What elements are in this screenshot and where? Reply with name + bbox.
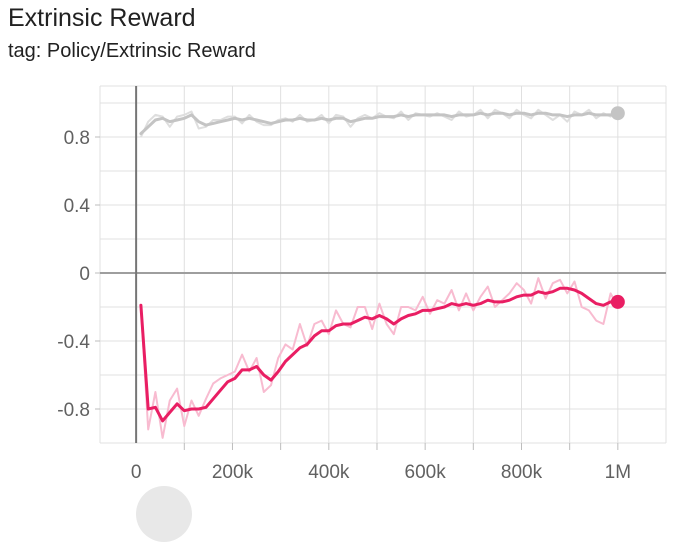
x-tick-label: 400k — [308, 462, 350, 483]
series-0-end-point — [610, 106, 625, 121]
chart-title: Extrinsic Reward — [8, 4, 196, 32]
x-tick-label: 0 — [131, 462, 142, 483]
grid — [99, 85, 667, 444]
x-tick-label: 600k — [405, 462, 447, 483]
series-0-raw-line — [139, 108, 619, 138]
reward-line-chart: 0.8 0.4 0 -0.4 -0.8 0 200k 400k 600k 800k 1M — [57, 85, 667, 483]
series-1-raw-line — [139, 277, 619, 439]
y-tick-label: -0.4 — [57, 332, 90, 353]
series — [139, 106, 625, 439]
x-tick-label: 200k — [212, 462, 254, 483]
series-0-smoothed-line — [139, 111, 620, 136]
x-tick-label: 1M — [605, 462, 631, 483]
tick-labels: 0.8 0.4 0 -0.4 -0.8 0 200k 400k 600k 800k 1M — [57, 128, 631, 483]
series-1-end-point — [610, 294, 625, 309]
series-1-smoothed-line — [139, 286, 620, 423]
y-tick-label: -0.8 — [57, 400, 90, 421]
y-tick-label: 0.8 — [64, 128, 90, 149]
axes — [100, 86, 666, 443]
cursor-circle — [136, 486, 192, 542]
y-tick-label: 0.4 — [64, 196, 91, 217]
chart-tag: tag: Policy/Extrinsic Reward — [8, 40, 256, 62]
x-tick-label: 800k — [501, 462, 543, 483]
y-tick-label: 0 — [79, 264, 90, 285]
